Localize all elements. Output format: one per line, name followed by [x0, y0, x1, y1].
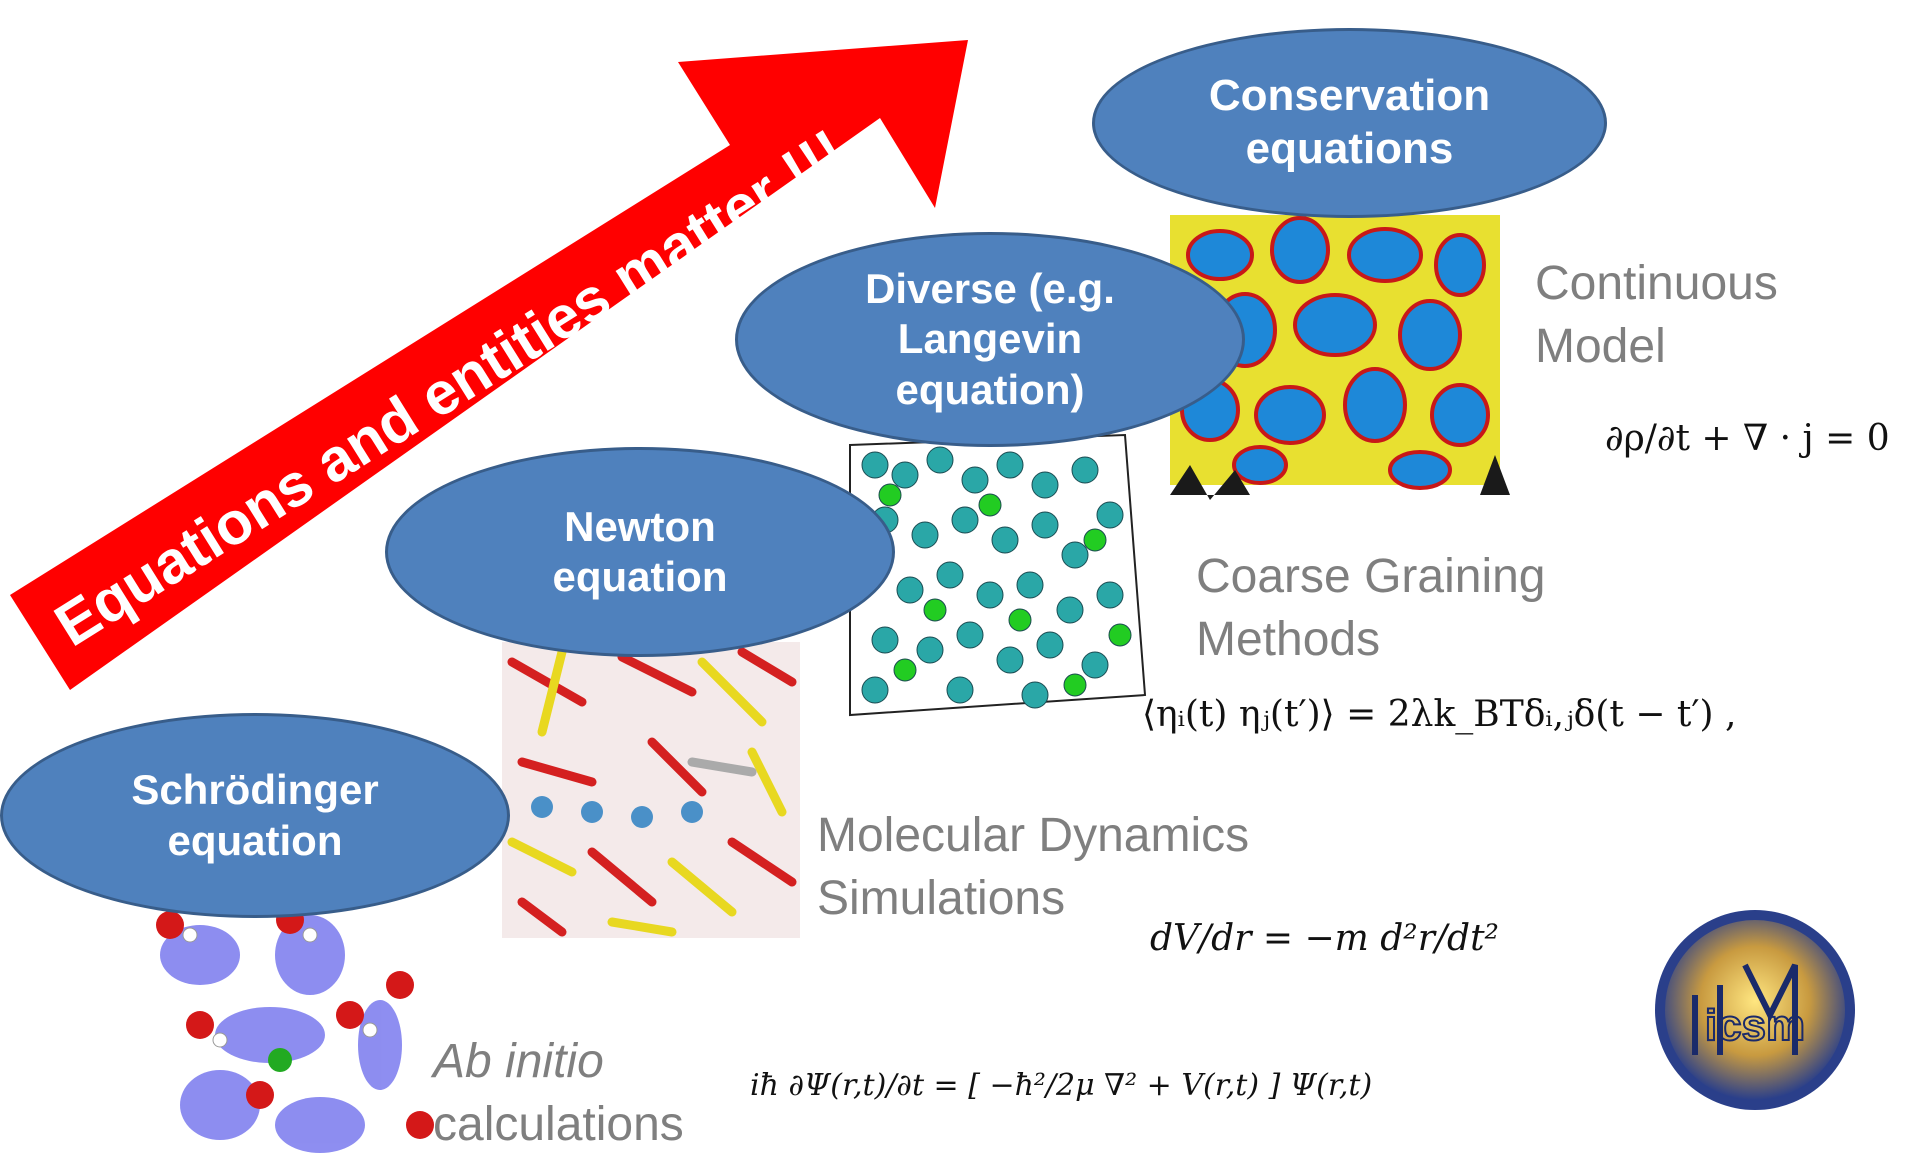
equation-langevin: ⟨ηᵢ(t) ηⱼ(t′)⟩ = 2λk_BTδᵢ,ⱼδ(t − t′) , [1142, 694, 1737, 735]
bubble-diverse-langevin-equation: Diverse (e.g. Langevin equation) [735, 232, 1245, 447]
label-ab-initio-text: Ab initio calculations [433, 1035, 684, 1152]
icsm-logo: icsm [1650, 905, 1860, 1115]
equation-conservation: ∂ρ/∂t + ∇ · j = 0 [1605, 418, 1890, 459]
coarse-graining-image [845, 425, 1150, 720]
logo-text: icsm [1705, 1001, 1805, 1050]
label-molecular-dynamics: Molecular Dynamics Simulations [817, 809, 1250, 926]
molecular-dynamics-image [502, 642, 800, 938]
bubble-schrodinger-equation: Schrödinger equation [0, 713, 510, 918]
bubble-conservation-equations: Conservation equations [1092, 28, 1607, 218]
equation-newton: dV/dr = −m d²r/dt² [1150, 918, 1499, 959]
label-coarse-graining: Coarse Graining Methods [1196, 550, 1546, 667]
ab-initio-image [140, 895, 445, 1154]
label-continuous-model: Continuous Model [1535, 257, 1778, 374]
label-ab-initio: Ab initio calculations [433, 1030, 684, 1157]
equation-schrodinger: iħ ∂Ψ(r,t)/∂t = [ −ħ²/2μ ∇² + V(r,t) ] Ψ… [750, 1068, 1373, 1103]
bubble-newton-equation: Newton equation [385, 447, 895, 657]
